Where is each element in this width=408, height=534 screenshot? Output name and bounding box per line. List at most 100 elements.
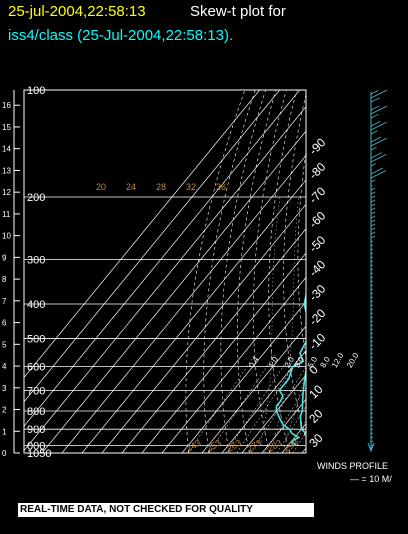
wind-barb — [370, 424, 374, 427]
pressure-label: 700 — [27, 385, 45, 397]
dry-adiabat-363 — [364, 90, 408, 453]
wind-barb — [370, 215, 376, 219]
wind-barb — [370, 400, 374, 403]
dry-adiabat-333 — [325, 90, 371, 453]
mixing-ratio-1 — [208, 353, 277, 453]
mixing-ratio-label: 3.0 — [293, 355, 307, 370]
dry-adiabat-373 — [376, 90, 408, 453]
wind-barb — [370, 187, 376, 191]
winds-profile-label: WINDS PROFILE — [317, 461, 389, 471]
theta-label: 273 — [245, 438, 263, 454]
theta-e-label: 32 — [186, 182, 196, 192]
wind-barb — [370, 146, 377, 151]
temp-label: -10 — [306, 330, 328, 352]
wind-barb — [370, 392, 374, 395]
height-tick-label: 11 — [2, 210, 11, 219]
isotherm--70 — [101, 203, 306, 453]
theta-e-label: 28 — [156, 182, 166, 192]
height-tick-label: 3 — [2, 384, 7, 393]
wind-barb — [370, 153, 387, 163]
dry-adiabat-383 — [387, 90, 408, 453]
dry-adiabat-273 — [237, 90, 277, 453]
mixing-ratio-label: 1.0 — [267, 355, 281, 370]
wind-barb — [370, 332, 374, 335]
mixing-ratio-label: 8.0 — [318, 355, 332, 370]
pressure-label: 300 — [27, 255, 45, 267]
dry-adiabat-293 — [268, 90, 297, 453]
pressure-label: 900 — [27, 424, 45, 436]
station-title: iss4/class (25-Jul-2004,22:58:13). — [8, 27, 234, 44]
isotherm--10 — [221, 350, 306, 453]
wind-barb — [370, 136, 382, 143]
quality-disclaimer: REAL-TIME DATA, NOT CHECKED FOR QUALITY — [18, 503, 314, 517]
dry-adiabat-393 — [399, 90, 408, 453]
wind-barb — [370, 170, 387, 179]
plot-title: Skew-t plot for — [190, 3, 286, 20]
temp-label: -40 — [306, 257, 328, 279]
isotherm--50 — [141, 252, 306, 453]
winds-scale-label: — = 10 M/ — [350, 474, 392, 484]
pressure-label: 600 — [27, 362, 45, 374]
pressure-label: 1050 — [27, 448, 51, 460]
wind-barb — [370, 89, 388, 99]
wind-barb — [370, 296, 374, 299]
wind-barb — [370, 280, 374, 283]
dry-adiabat-353 — [351, 90, 408, 453]
height-tick-label: 12 — [2, 188, 11, 197]
isotherm--30 — [181, 301, 306, 453]
height-tick-label: 2 — [2, 406, 7, 415]
wind-barb — [370, 320, 374, 323]
wind-barb — [370, 264, 374, 267]
isotherm--130 — [24, 90, 280, 403]
wind-barb — [370, 105, 388, 115]
isotherm-50 — [342, 90, 408, 453]
pressure-label: 500 — [27, 333, 45, 345]
height-tick-label: 16 — [2, 101, 11, 110]
wind-barb — [370, 248, 374, 251]
wind-barb — [370, 113, 379, 119]
isotherm--60 — [121, 228, 306, 453]
wind-barb — [370, 360, 374, 363]
temp-label: -30 — [306, 282, 328, 304]
isotherm--110 — [24, 106, 306, 452]
height-tick-label: 9 — [2, 253, 7, 262]
wind-barb — [370, 428, 374, 431]
isotherm--20 — [201, 325, 306, 453]
wind-barb — [370, 356, 374, 359]
wind-barb — [370, 211, 376, 215]
wind-barb — [370, 252, 374, 255]
wind-barb — [370, 408, 374, 411]
pressure-label: 800 — [27, 406, 45, 418]
wind-barb — [370, 284, 374, 287]
theta-label: 263 — [225, 438, 243, 454]
dry-adiabat-283 — [253, 90, 287, 453]
isotherm--140 — [24, 90, 260, 378]
plot-frame — [23, 89, 307, 454]
wind-barb — [370, 404, 374, 407]
temp-label: 10 — [306, 382, 326, 402]
wind-barb — [370, 340, 374, 343]
mixing-ratio-label: 0.4 — [247, 355, 261, 370]
wind-barb — [370, 416, 374, 419]
wind-barb — [370, 336, 374, 339]
wind-barb — [370, 179, 376, 183]
theta-e-label: 36 — [216, 182, 226, 192]
wind-barb — [370, 163, 376, 167]
wind-barb — [370, 288, 374, 291]
wind-barb — [370, 167, 383, 175]
isotherm--40 — [161, 276, 306, 453]
wind-barb — [370, 344, 374, 347]
temp-label: -70 — [306, 184, 328, 206]
wind-barb — [370, 130, 378, 135]
wind-barb — [370, 380, 374, 383]
temp-label: 20 — [306, 406, 326, 426]
wind-barb — [370, 231, 376, 235]
height-tick-label: 7 — [2, 297, 7, 306]
wind-barb — [370, 432, 374, 435]
isotherm-0 — [241, 374, 306, 453]
wind-barb — [370, 348, 374, 351]
wind-barb — [370, 316, 374, 319]
isotherm-40 — [322, 90, 408, 453]
height-tick-label: 4 — [2, 362, 7, 371]
